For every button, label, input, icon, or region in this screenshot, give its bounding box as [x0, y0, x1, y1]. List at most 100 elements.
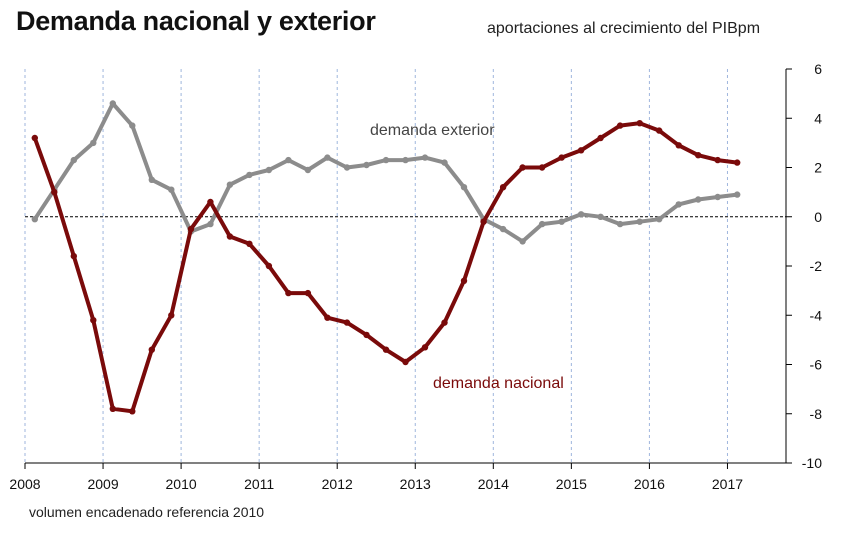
x-tick-label: 2013 [400, 476, 431, 492]
data-point-demanda-exterior [148, 176, 155, 183]
data-point-demanda-exterior [558, 218, 565, 225]
data-point-demanda-exterior [70, 156, 78, 164]
data-point-demanda-nacional [324, 314, 331, 321]
data-point-demanda-nacional [441, 319, 448, 326]
data-point-demanda-exterior [441, 159, 448, 166]
data-point-demanda-nacional [363, 331, 370, 339]
data-point-demanda-nacional [70, 252, 78, 260]
data-point-demanda-exterior [616, 220, 624, 228]
data-point-demanda-nacional [460, 277, 468, 284]
y-tick-label: -10 [802, 455, 822, 471]
data-point-demanda-nacional [402, 358, 409, 366]
data-point-demanda-exterior [265, 166, 273, 174]
y-tick-label: -4 [810, 307, 823, 323]
data-point-demanda-exterior [656, 216, 663, 223]
data-point-demanda-exterior [577, 211, 585, 218]
data-point-demanda-nacional [148, 346, 155, 353]
data-point-demanda-exterior [304, 166, 312, 174]
data-point-demanda-nacional [519, 164, 526, 171]
chart-title: Demanda nacional y exterior [16, 6, 376, 36]
data-point-demanda-exterior [226, 181, 234, 188]
data-point-demanda-exterior [246, 171, 253, 179]
data-point-demanda-nacional [636, 120, 643, 127]
data-point-demanda-exterior [129, 122, 136, 129]
data-point-demanda-nacional [226, 233, 234, 240]
x-tick-label: 2011 [244, 476, 274, 492]
data-point-demanda-exterior [538, 220, 546, 228]
y-tick-label: -2 [810, 258, 823, 274]
y-tick-label: 6 [814, 61, 822, 77]
x-tick-label: 2009 [87, 476, 118, 492]
data-point-demanda-nacional [343, 319, 351, 326]
data-point-demanda-nacional [675, 142, 682, 149]
data-point-demanda-nacional [558, 154, 565, 161]
data-point-demanda-exterior [109, 100, 117, 107]
data-point-demanda-nacional [499, 184, 507, 191]
x-tick-label: 2016 [634, 476, 665, 492]
series-layer [31, 100, 741, 415]
data-point-demanda-nacional [207, 198, 214, 206]
data-point-demanda-exterior [636, 218, 643, 225]
data-point-demanda-exterior [90, 139, 97, 147]
data-point-demanda-exterior [734, 191, 741, 198]
y-tick-label: 2 [814, 160, 822, 176]
data-point-demanda-exterior [421, 154, 429, 161]
data-point-demanda-nacional [597, 134, 604, 142]
data-point-demanda-nacional [109, 405, 117, 412]
data-point-demanda-nacional [31, 134, 38, 142]
data-point-demanda-nacional [656, 127, 663, 134]
data-point-demanda-exterior [402, 156, 409, 164]
y-tick-label: -6 [810, 357, 823, 373]
data-point-demanda-exterior [597, 213, 604, 220]
y-tick-label: 4 [814, 110, 822, 126]
data-point-demanda-nacional [90, 317, 97, 324]
data-point-demanda-exterior [519, 238, 526, 245]
data-point-demanda-nacional [129, 408, 136, 415]
y-tick-label: -8 [810, 406, 823, 422]
data-point-demanda-exterior [714, 193, 721, 201]
data-point-demanda-nacional [538, 164, 546, 171]
data-point-demanda-nacional [187, 225, 195, 233]
data-point-demanda-exterior [675, 201, 682, 208]
chart-footnote: volumen encadenado referencia 2010 [29, 504, 265, 520]
data-point-demanda-exterior [460, 184, 468, 191]
data-point-demanda-nacional [285, 289, 292, 297]
data-point-demanda-exterior [695, 196, 702, 203]
data-point-demanda-exterior [285, 156, 292, 164]
data-point-demanda-nacional [480, 218, 487, 225]
data-point-demanda-nacional [714, 156, 721, 164]
data-point-demanda-exterior [207, 220, 214, 228]
data-point-demanda-nacional [246, 240, 253, 247]
y-tick-label: 0 [814, 209, 822, 225]
data-point-demanda-nacional [265, 262, 273, 270]
data-point-demanda-nacional [382, 346, 390, 353]
x-ticks: 2008 2009 2010 2011 2012 2013 2014 2015 2016 2017 [9, 463, 743, 492]
data-point-demanda-exterior [324, 154, 331, 161]
data-point-demanda-exterior [31, 216, 38, 223]
data-point-demanda-nacional [616, 122, 624, 129]
data-point-demanda-exterior [382, 156, 390, 164]
x-tick-label: 2012 [322, 476, 353, 492]
series-line-demanda-nacional [32, 121, 740, 414]
series-label-demanda-exterior: demanda exterior [370, 122, 495, 139]
x-tick-label: 2010 [166, 476, 197, 492]
data-point-demanda-exterior [168, 186, 175, 193]
data-point-demanda-nacional [734, 159, 741, 166]
data-point-demanda-nacional [577, 147, 585, 154]
y-ticks: 6 4 2 0 -2 -4 -6 -8 -10 [786, 61, 822, 471]
data-point-demanda-nacional [304, 289, 312, 297]
x-tick-label: 2017 [712, 476, 743, 492]
chart-subtitle: aportaciones al crecimiento del PIBpm [487, 20, 761, 37]
x-tick-label: 2008 [9, 476, 40, 492]
x-tick-label: 2014 [478, 476, 509, 492]
data-point-demanda-nacional [695, 152, 702, 159]
series-label-demanda-nacional: demanda nacional [433, 375, 564, 392]
x-tick-label: 2015 [556, 476, 587, 492]
data-point-demanda-exterior [499, 225, 507, 233]
data-point-demanda-exterior [363, 161, 370, 169]
data-point-demanda-exterior [343, 164, 351, 171]
data-point-demanda-nacional [168, 312, 175, 319]
data-point-demanda-nacional [421, 344, 429, 351]
data-point-demanda-nacional [51, 188, 58, 196]
